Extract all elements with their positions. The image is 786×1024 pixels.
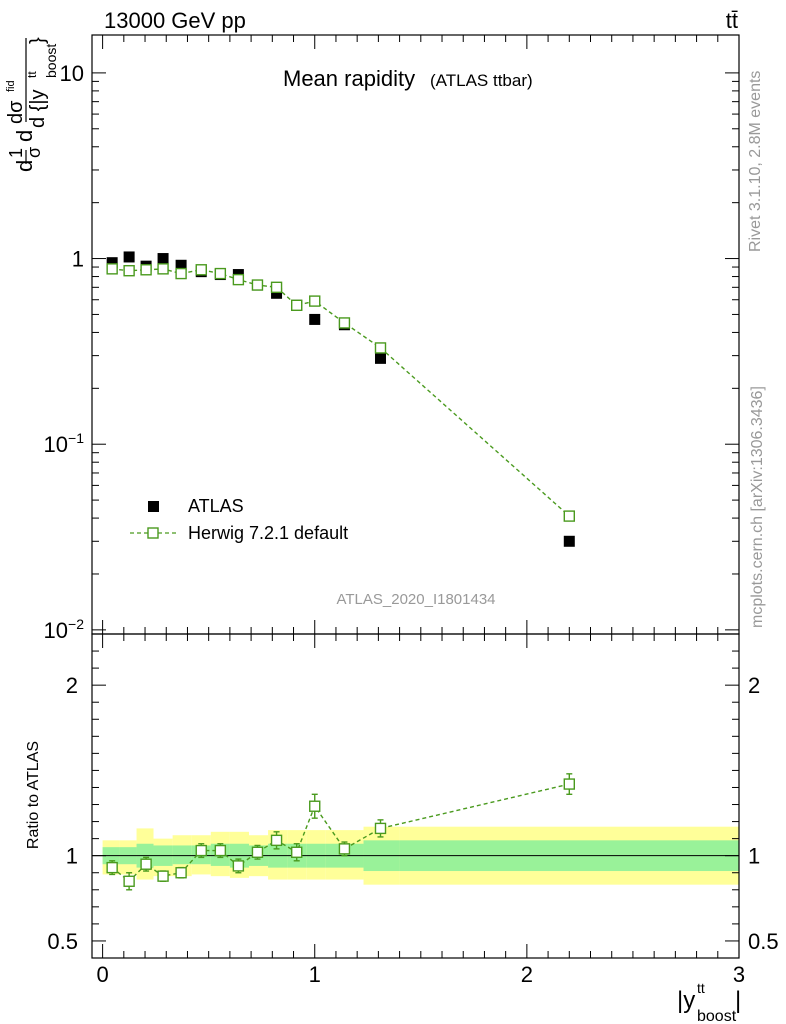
- svg-text:d: d: [12, 130, 37, 142]
- ratio-point: [563, 778, 575, 790]
- svg-text:d: d: [12, 160, 37, 172]
- svg-text:Mean rapidity: Mean rapidity: [283, 66, 415, 91]
- ratio-y-tick-label-right: 0.5: [748, 929, 779, 954]
- legend: ATLAS Herwig 7.2.1 default: [130, 496, 348, 543]
- atlas-point: [271, 287, 283, 299]
- herwig-point: [291, 299, 303, 312]
- herwig-point: [232, 273, 245, 286]
- x-axis-label: |y tt boost |: [677, 980, 741, 1024]
- herwig-point: [309, 295, 321, 307]
- herwig-point: [140, 264, 152, 276]
- svg-text:fid: fid: [5, 80, 17, 92]
- ratio-frame: [91, 633, 740, 959]
- ratio-ylabel: Ratio to ATLAS: [25, 741, 42, 849]
- x-tick-label: 3: [733, 962, 745, 987]
- ratio-point: [157, 870, 169, 882]
- main-y-tick-label: 10−2: [44, 616, 85, 643]
- x-tick-label: 2: [521, 962, 533, 987]
- svg-text:boost: boost: [697, 1008, 737, 1024]
- svg-text:|: |: [735, 987, 741, 1014]
- svg-text:|y: |y: [677, 987, 695, 1014]
- herwig-point: [270, 281, 283, 294]
- atlas-point: [106, 257, 118, 269]
- ratio-y-tick-label: 1: [66, 844, 78, 869]
- svg-text:d {|y: d {|y: [27, 89, 49, 128]
- herwig-line: [112, 268, 570, 517]
- ratio-point: [251, 846, 264, 858]
- herwig-point: [123, 265, 135, 277]
- ratio-point: [106, 861, 118, 874]
- x-tick-label: 0: [96, 962, 108, 987]
- herwig-point: [374, 342, 387, 354]
- atlas-point: [123, 251, 135, 263]
- legend-atlas-marker: [148, 501, 159, 512]
- ratio-point: [374, 822, 387, 835]
- svg-text:1: 1: [6, 148, 26, 158]
- ratio-band-inner: [172, 845, 192, 865]
- ratio-y-tick-label-right: 2: [748, 673, 760, 698]
- atlas-point: [175, 259, 187, 271]
- svg-text:(ATLAS ttbar): (ATLAS ttbar): [430, 71, 533, 90]
- main-y-tick-label: 10: [60, 61, 84, 86]
- legend-atlas-label: ATLAS: [188, 496, 244, 516]
- ratio-point: [195, 844, 207, 857]
- ratio-point: [291, 846, 303, 858]
- rivet-label: Rivet 3.1.10, 2.8M events: [747, 71, 764, 252]
- main-ylabel: d 1 σ d dσ fid d {|y tt boost }: [5, 37, 59, 172]
- process-label: tt̄: [726, 8, 738, 33]
- energy-label: 13000 GeV pp: [104, 8, 246, 33]
- ratio-point: [123, 875, 135, 887]
- main-plot-area: 0 1 2 3 10 1 10−1 10−2 0.5 0.5 1 1 2 2: [44, 34, 779, 987]
- main-y-tick-label: 10−1: [44, 430, 85, 457]
- svg-text:σ: σ: [24, 147, 44, 158]
- svg-text:tt: tt: [25, 71, 39, 78]
- herwig-point: [157, 263, 169, 275]
- svg-text:}: }: [27, 37, 49, 44]
- x-tick-label: 1: [309, 962, 321, 987]
- atlas-point: [563, 535, 575, 547]
- herwig-point: [106, 263, 118, 275]
- ratio-point: [309, 800, 321, 812]
- ratio-y-tick-label: 0.5: [47, 929, 78, 954]
- mcplots-label: mcplots.cern.ch [arXiv:1306.3436]: [749, 386, 766, 628]
- herwig-point: [563, 510, 575, 522]
- ratio-point: [214, 844, 227, 857]
- analysis-id: ATLAS_2020_I1801434: [336, 591, 495, 608]
- svg-text:dσ: dσ: [5, 100, 27, 124]
- herwig-point: [338, 317, 351, 329]
- main-frame: [91, 34, 740, 635]
- legend-herwig-marker: [147, 527, 159, 539]
- ratio-y-tick-label-right: 1: [748, 844, 760, 869]
- main-y-tick-label: 1: [72, 247, 84, 272]
- herwig-point: [214, 267, 227, 280]
- atlas-point: [374, 352, 386, 364]
- herwig-point: [195, 264, 207, 276]
- ratio-point: [232, 860, 245, 872]
- svg-text:tt: tt: [697, 980, 705, 996]
- atlas-point: [309, 313, 321, 325]
- atlas-point: [157, 253, 169, 265]
- ratio-point: [270, 834, 283, 847]
- ratio-y-tick-label: 2: [66, 673, 78, 698]
- ratio-point: [175, 867, 187, 879]
- herwig-point: [251, 279, 264, 291]
- svg-text:boost: boost: [43, 44, 59, 78]
- legend-herwig-label: Herwig 7.2.1 default: [188, 523, 348, 543]
- ratio-point: [140, 858, 152, 870]
- herwig-point: [175, 267, 187, 280]
- ratio-point: [338, 843, 351, 855]
- plot-title: Mean rapidity (ATLAS ttbar): [283, 66, 533, 91]
